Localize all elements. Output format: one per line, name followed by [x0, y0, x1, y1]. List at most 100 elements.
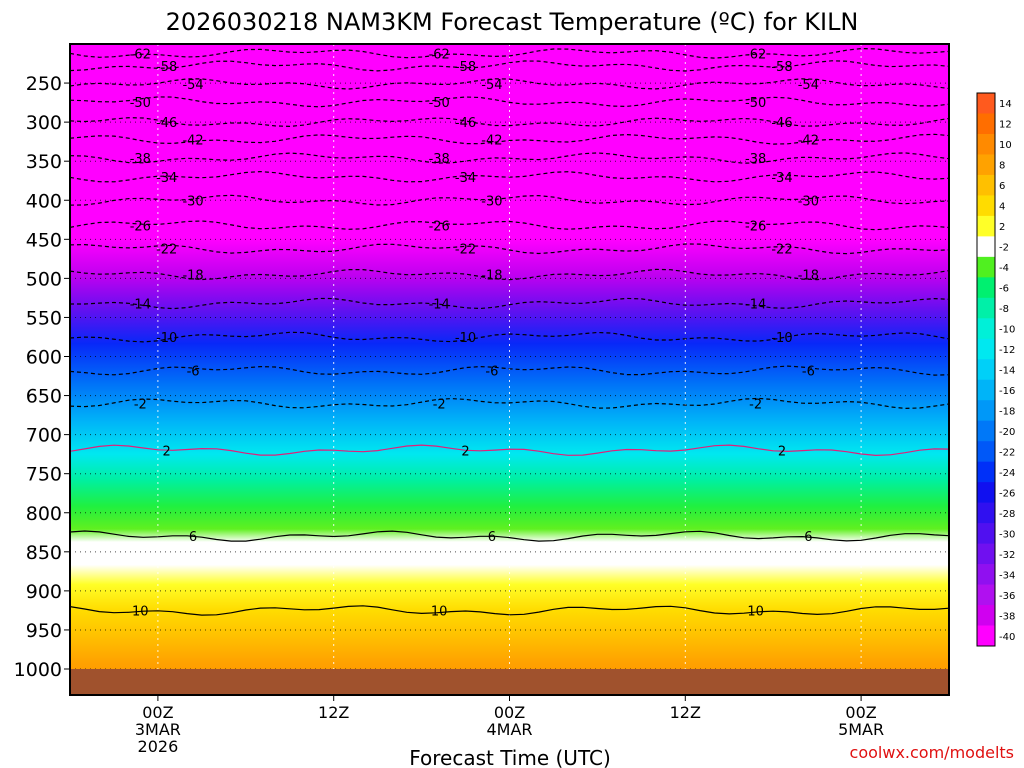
contour--2 [70, 397, 949, 410]
colorbar-swatch-12 [977, 338, 995, 360]
colorbar-swatch-23 [977, 564, 995, 586]
colorbar-label-9: -6 [999, 284, 1009, 295]
credit-link[interactable]: coolwx.com/modelts [850, 743, 1014, 762]
x-tick-label-0-0: 00Z [142, 703, 173, 722]
colorbar-label-5: 4 [999, 202, 1005, 213]
contour-label-2-1: 2 [461, 444, 469, 459]
colorbar-label-16: -20 [999, 427, 1015, 438]
colorbar-swatch-25 [977, 605, 995, 627]
contour-label-6-0: 6 [189, 530, 197, 545]
contour-label--2-1: -2 [433, 397, 446, 412]
colorbar-swatch-5 [977, 195, 995, 217]
contour-2 [70, 444, 949, 457]
contour-label--62-1: -62 [429, 47, 450, 62]
contour-label--14-2: -14 [745, 297, 766, 312]
contour-label--22-1: -22 [455, 243, 476, 258]
y-tick-label-850: 850 [26, 542, 62, 564]
colorbar-label-15: -18 [999, 406, 1015, 417]
contour-label--6-0: -6 [187, 365, 200, 380]
contour-label--26-1: -26 [429, 219, 450, 234]
contour-label--46-1: -46 [455, 116, 476, 131]
colorbar-swatch-19 [977, 482, 995, 504]
y-tick-label-600: 600 [26, 347, 62, 369]
y-tick-label-700: 700 [26, 425, 62, 447]
colorbar-label-11: -10 [999, 325, 1015, 336]
contour-label--18-0: -18 [182, 268, 203, 283]
contour--22 [70, 243, 949, 255]
contour-label-6-2: 6 [804, 530, 812, 545]
colorbar-label-19: -26 [999, 488, 1015, 499]
contour-label--22-2: -22 [771, 243, 792, 258]
contour-label--54-0: -54 [182, 78, 203, 93]
colorbar-swatch-22 [977, 543, 995, 565]
contour-label--46-2: -46 [771, 116, 792, 131]
colorbar-legend: 14 12 10 8 6 4 2 -2 -4 -6 -8 -10 -12 -14 -16 -18 -20 -22 -… [976, 92, 1015, 647]
y-axis: 250 300 350 400 450 500 550 600 650 700 750 800 850 9… [14, 73, 70, 681]
contour-label-10-1: 10 [431, 604, 448, 619]
isotherm-contours: -62 -62 -62-58 -58 -58-54 -54 -54-50 -50 -50-46-… [70, 47, 949, 619]
x-tick-label-0-2: 2026 [138, 737, 179, 756]
contour-10 [70, 605, 949, 616]
colorbar-label-26: -40 [999, 632, 1015, 643]
contour-label--46-0: -46 [156, 116, 177, 131]
colorbar-swatch-18 [977, 461, 995, 483]
contour-label--14-0: -14 [130, 297, 151, 312]
contour-label--58-1: -58 [455, 60, 476, 75]
y-tick-label-650: 650 [26, 386, 62, 408]
colorbar-frame [976, 92, 996, 647]
y-tick-label-500: 500 [26, 268, 62, 290]
y-tick-label-750: 750 [26, 464, 62, 486]
x-tick-label-0-1: 3MAR [135, 720, 181, 739]
contour-label--2-2: -2 [749, 397, 762, 412]
contour-label--50-2: -50 [745, 96, 766, 111]
contour-label--14-1: -14 [429, 297, 450, 312]
contour-label--10-2: -10 [771, 331, 792, 346]
contour--38 [70, 152, 949, 164]
colorbar-label-21: -30 [999, 529, 1015, 540]
colorbar-label-18: -24 [999, 468, 1015, 479]
contour-label--38-2: -38 [745, 152, 766, 167]
colorbar-label-14: -16 [999, 386, 1015, 397]
contour-label--6-1: -6 [485, 365, 498, 380]
colorbar-label-20: -28 [999, 509, 1015, 520]
contour-label--42-2: -42 [798, 133, 819, 148]
x-tick-label-3-0: 12Z [670, 703, 701, 722]
colorbar-label-25: -38 [999, 611, 1015, 622]
y-tick-label-1000: 1000 [14, 659, 62, 681]
contour--6 [70, 365, 949, 376]
contour-label--18-1: -18 [481, 268, 502, 283]
colorbar-swatch-14 [977, 379, 995, 401]
contour-label--18-2: -18 [798, 268, 819, 283]
colorbar-swatch-15 [977, 400, 995, 422]
colorbar-label-1: 12 [999, 120, 1012, 131]
contour-label--50-0: -50 [130, 96, 151, 111]
colorbar-swatch-7 [977, 236, 995, 258]
y-tick-label-900: 900 [26, 581, 62, 603]
x-tick-label-1-0: 12Z [318, 703, 349, 722]
contour-label-6-1: 6 [488, 530, 496, 545]
contour--18 [70, 268, 949, 281]
contour-label--30-1: -30 [481, 194, 502, 209]
contour--62 [70, 47, 949, 59]
colorbar-label-4: 6 [999, 181, 1005, 192]
contour-label--26-2: -26 [745, 219, 766, 234]
colorbar-swatch-20 [977, 502, 995, 524]
contour-label--62-2: -62 [745, 47, 766, 62]
contour--50 [70, 96, 949, 108]
colorbar-label-24: -36 [999, 591, 1015, 602]
colorbar-swatch-24 [977, 584, 995, 606]
colorbar-label-6: 2 [999, 222, 1005, 233]
colorbar-label-7: -2 [999, 243, 1009, 254]
contour-label--54-1: -54 [481, 78, 502, 93]
contour-label--58-0: -58 [156, 60, 177, 75]
colorbar-swatch-0 [977, 93, 995, 114]
y-tick-label-950: 950 [26, 620, 62, 642]
contour--10 [70, 331, 949, 343]
contour-label--50-1: -50 [429, 96, 450, 111]
contour--34 [70, 170, 949, 183]
y-tick-label-450: 450 [26, 229, 62, 251]
colorbar-swatch-10 [977, 297, 995, 319]
contour-label-10-0: 10 [132, 604, 149, 619]
colorbar-label-10: -8 [999, 304, 1009, 315]
contour-label--34-2: -34 [771, 171, 792, 186]
